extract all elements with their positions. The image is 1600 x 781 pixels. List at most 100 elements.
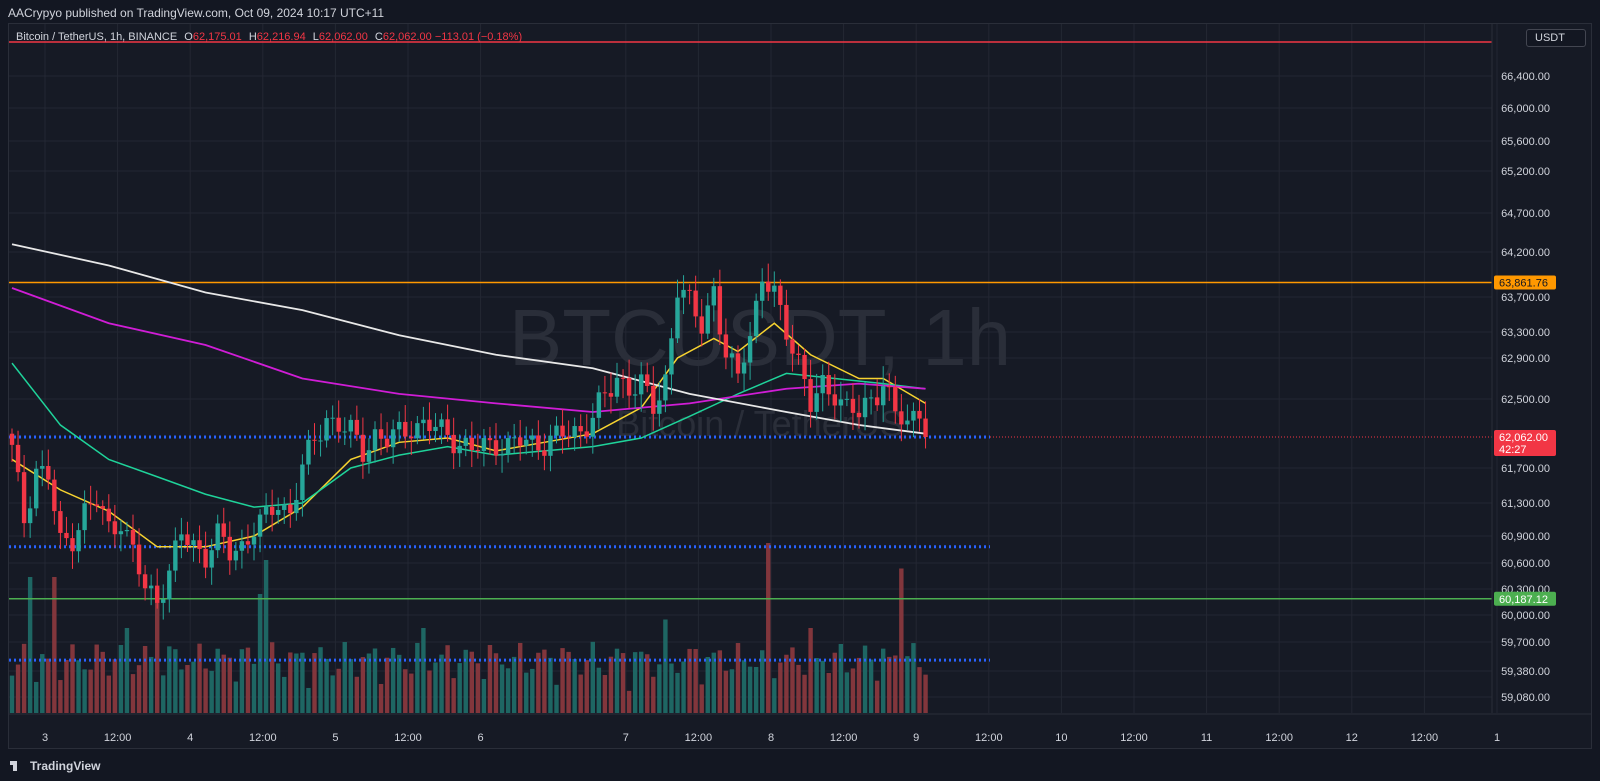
volume-bar [717, 650, 723, 713]
volume-bar [693, 649, 698, 713]
candle-body [487, 438, 493, 441]
candle-body [197, 540, 202, 549]
volume-bar [336, 668, 341, 713]
volume-bar [723, 670, 729, 713]
x-tick-label: 5 [332, 732, 338, 744]
candle-body [536, 435, 541, 451]
y-tick-label: 59,080.00 [1501, 692, 1550, 704]
volume-bar [511, 656, 517, 713]
y-tick-label: 60,900.00 [1501, 531, 1550, 543]
legend-close-label: C [374, 31, 383, 43]
volume-bar [820, 660, 825, 713]
volume-bar [433, 662, 438, 713]
candle-body [372, 429, 378, 451]
candle-body [251, 536, 257, 545]
volume-bar [487, 644, 493, 713]
volume-bar [669, 663, 674, 713]
volume-bar [76, 660, 81, 713]
volume-bar [124, 628, 130, 713]
volume-bar [614, 648, 620, 713]
candle-body [421, 419, 426, 424]
volume-bar [348, 659, 353, 713]
volume-bar [239, 649, 245, 713]
candle-body [269, 506, 275, 515]
volume-bar [58, 680, 63, 713]
publish-header: AACrypyo published on TradingView.com, O… [8, 6, 385, 20]
x-tick-label: 1 [1494, 732, 1500, 744]
volume-bar [868, 659, 874, 713]
candle-body [790, 339, 795, 354]
volume-bar [409, 673, 414, 713]
volume-bar [185, 665, 190, 713]
candle-body [518, 437, 523, 446]
candle-body [735, 353, 741, 374]
candle-body [602, 392, 608, 394]
y-tick-label: 66,400.00 [1501, 71, 1550, 83]
candle-body [294, 499, 299, 514]
candle-body [227, 536, 232, 561]
volume-bar [699, 684, 704, 713]
volume-bar [294, 653, 299, 713]
candle-body [868, 397, 874, 399]
volume-bar [850, 668, 856, 713]
volume-bar [282, 676, 287, 713]
currency-button[interactable]: USDT [1526, 29, 1586, 47]
candle-body [221, 523, 226, 537]
y-tick-label: 66,000.00 [1501, 103, 1550, 115]
candle-body [76, 530, 81, 552]
candle-body [124, 530, 130, 532]
volume-bar [173, 649, 178, 713]
y-tick-label: 63,300.00 [1501, 327, 1550, 339]
volume-bar [64, 659, 69, 713]
volume-bar [167, 646, 172, 713]
chart-frame[interactable] [8, 23, 1592, 749]
candle-body [820, 375, 825, 394]
volume-bar [46, 658, 51, 713]
candle-body [796, 353, 801, 355]
volume-bar [366, 653, 372, 713]
candle-body [850, 398, 856, 413]
y-tick-label: 61,300.00 [1501, 498, 1550, 510]
candle-layer [9, 263, 928, 620]
volume-bar [445, 645, 450, 713]
candle-body [257, 514, 263, 537]
tradingview-logo[interactable]: TradingView [10, 759, 100, 773]
candle-body [336, 417, 341, 432]
volume-bar [288, 652, 293, 713]
candle-body [46, 466, 51, 480]
volume-bar [760, 650, 765, 713]
volume-bar [711, 652, 716, 713]
volume-bar [778, 662, 783, 713]
candle-body [814, 393, 819, 412]
candle-body [288, 504, 293, 514]
volume-bar [106, 675, 111, 713]
candle-body [645, 374, 650, 386]
volume-bar [475, 663, 481, 713]
volume-bar [796, 664, 801, 713]
candle-body [747, 336, 753, 363]
candle-body [566, 436, 571, 438]
candle-body [481, 438, 487, 451]
volume-bar [257, 594, 263, 713]
volume-bar [832, 652, 837, 713]
volume-bar [687, 648, 692, 713]
volume-bar [312, 653, 317, 713]
volume-bar [632, 652, 638, 713]
candle-body [778, 285, 783, 305]
candle-body [384, 438, 390, 448]
legend-low-value: 62,062.00 [318, 31, 368, 43]
volume-bar [645, 654, 650, 713]
volume-bar [881, 648, 886, 713]
volume-bar [602, 675, 608, 713]
last-price-price-tag [1494, 430, 1556, 456]
candle-body [511, 437, 517, 439]
candle-body [554, 425, 559, 436]
candle-body [427, 419, 432, 432]
candle-body [209, 550, 214, 568]
volume-bar [155, 594, 160, 713]
volume-bar [427, 670, 432, 713]
candle-body [893, 386, 898, 412]
volume-bar [354, 676, 360, 713]
candle-body [282, 504, 287, 510]
